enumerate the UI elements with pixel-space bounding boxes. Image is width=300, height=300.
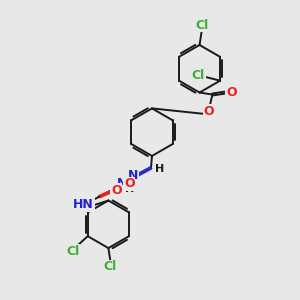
Text: HN: HN — [73, 198, 94, 211]
Text: N: N — [128, 169, 138, 182]
Text: O: O — [124, 177, 134, 190]
Text: O: O — [226, 86, 237, 99]
Text: Cl: Cl — [104, 260, 117, 273]
Text: N: N — [117, 177, 128, 190]
Text: Cl: Cl — [192, 69, 205, 82]
Text: O: O — [203, 105, 214, 118]
Text: H: H — [124, 184, 134, 194]
Text: Cl: Cl — [66, 244, 80, 258]
Text: H: H — [155, 164, 164, 174]
Text: Cl: Cl — [195, 19, 208, 32]
Text: O: O — [111, 184, 122, 197]
